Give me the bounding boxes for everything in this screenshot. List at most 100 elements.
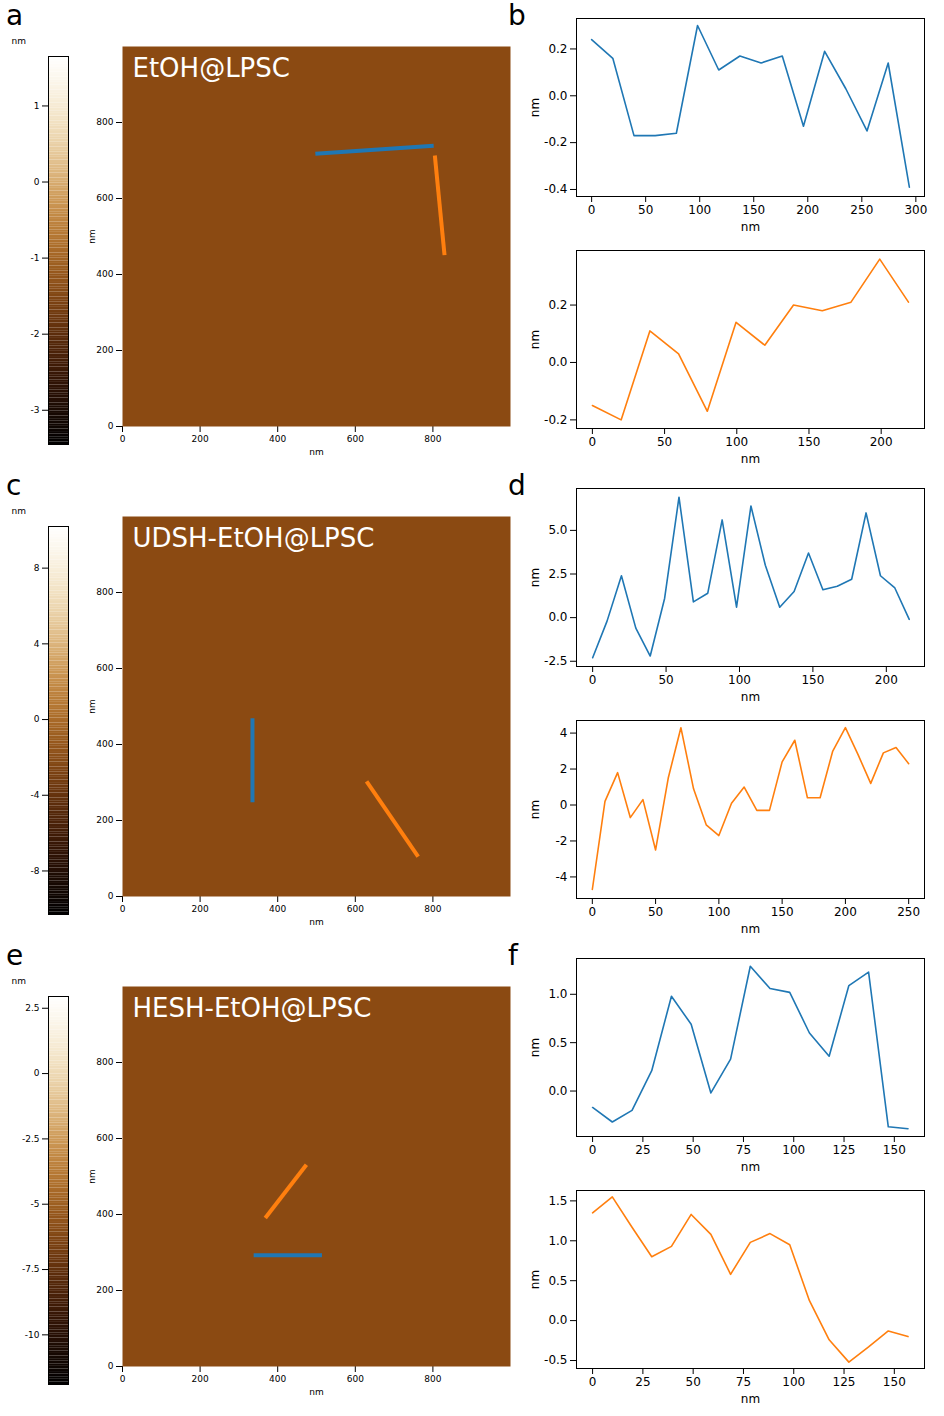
svg-text:100: 100 bbox=[688, 203, 711, 217]
svg-text:200: 200 bbox=[875, 673, 898, 687]
svg-text:-3: -3 bbox=[31, 405, 40, 415]
svg-text:250: 250 bbox=[850, 203, 873, 217]
svg-text:150: 150 bbox=[801, 673, 824, 687]
svg-text:-4: -4 bbox=[556, 870, 568, 884]
svg-text:200: 200 bbox=[796, 203, 819, 217]
svg-text:nm: nm bbox=[87, 699, 97, 713]
svg-text:800: 800 bbox=[424, 904, 441, 914]
svg-text:400: 400 bbox=[269, 434, 286, 444]
svg-text:-0.4: -0.4 bbox=[544, 182, 567, 196]
svg-text:200: 200 bbox=[96, 345, 113, 355]
svg-text:800: 800 bbox=[96, 587, 113, 597]
svg-text:150: 150 bbox=[771, 905, 794, 919]
svg-text:0: 0 bbox=[108, 421, 114, 431]
svg-text:nm: nm bbox=[528, 98, 542, 117]
svg-text:200: 200 bbox=[834, 905, 857, 919]
svg-text:nm: nm bbox=[741, 452, 760, 466]
svg-text:0: 0 bbox=[560, 798, 568, 812]
svg-text:-2: -2 bbox=[31, 329, 40, 339]
svg-text:600: 600 bbox=[96, 1133, 113, 1143]
svg-text:nm: nm bbox=[309, 1387, 323, 1397]
svg-text:50: 50 bbox=[686, 1375, 701, 1389]
svg-text:nm: nm bbox=[12, 506, 26, 516]
svg-text:75: 75 bbox=[736, 1143, 751, 1157]
svg-text:-4: -4 bbox=[31, 790, 40, 800]
svg-text:nm: nm bbox=[741, 1392, 760, 1406]
svg-text:nm: nm bbox=[528, 568, 542, 587]
svg-text:0: 0 bbox=[589, 435, 597, 449]
svg-text:150: 150 bbox=[883, 1375, 906, 1389]
svg-text:0.5: 0.5 bbox=[548, 1274, 567, 1288]
svg-text:125: 125 bbox=[833, 1375, 856, 1389]
svg-text:0: 0 bbox=[108, 891, 114, 901]
svg-text:nm: nm bbox=[528, 1270, 542, 1289]
svg-text:nm: nm bbox=[741, 690, 760, 704]
svg-text:nm: nm bbox=[309, 917, 323, 927]
svg-text:0.2: 0.2 bbox=[548, 42, 567, 56]
svg-text:400: 400 bbox=[269, 904, 286, 914]
svg-text:800: 800 bbox=[424, 1374, 441, 1384]
svg-text:5.0: 5.0 bbox=[548, 523, 567, 537]
svg-text:-0.2: -0.2 bbox=[544, 413, 567, 427]
svg-text:4: 4 bbox=[34, 639, 40, 649]
svg-text:250: 250 bbox=[897, 905, 920, 919]
svg-text:100: 100 bbox=[728, 673, 751, 687]
svg-text:0: 0 bbox=[120, 1374, 126, 1384]
svg-text:8: 8 bbox=[34, 563, 40, 573]
svg-text:25: 25 bbox=[635, 1143, 650, 1157]
svg-text:150: 150 bbox=[883, 1143, 906, 1157]
svg-text:400: 400 bbox=[96, 1209, 113, 1219]
svg-text:50: 50 bbox=[686, 1143, 701, 1157]
svg-text:-2.5: -2.5 bbox=[22, 1134, 40, 1144]
svg-text:0: 0 bbox=[120, 434, 126, 444]
svg-text:nm: nm bbox=[528, 800, 542, 819]
svg-text:200: 200 bbox=[192, 434, 209, 444]
svg-text:0: 0 bbox=[588, 905, 596, 919]
svg-text:0: 0 bbox=[589, 1375, 597, 1389]
svg-text:-7.5: -7.5 bbox=[22, 1264, 40, 1274]
svg-text:1: 1 bbox=[34, 101, 40, 111]
svg-text:100: 100 bbox=[782, 1143, 805, 1157]
svg-text:75: 75 bbox=[736, 1375, 751, 1389]
svg-text:600: 600 bbox=[347, 904, 364, 914]
svg-text:nm: nm bbox=[528, 330, 542, 349]
svg-text:200: 200 bbox=[870, 435, 893, 449]
svg-text:100: 100 bbox=[782, 1375, 805, 1389]
svg-text:4: 4 bbox=[560, 726, 568, 740]
svg-text:800: 800 bbox=[424, 434, 441, 444]
svg-text:300: 300 bbox=[904, 203, 927, 217]
svg-text:nm: nm bbox=[12, 976, 26, 986]
svg-text:200: 200 bbox=[192, 1374, 209, 1384]
svg-text:100: 100 bbox=[725, 435, 748, 449]
svg-text:nm: nm bbox=[741, 220, 760, 234]
svg-text:-0.5: -0.5 bbox=[544, 1353, 567, 1367]
svg-text:-10: -10 bbox=[25, 1330, 40, 1340]
svg-text:400: 400 bbox=[96, 739, 113, 749]
svg-text:-2: -2 bbox=[556, 834, 568, 848]
svg-text:200: 200 bbox=[96, 1285, 113, 1295]
svg-text:1.0: 1.0 bbox=[548, 1234, 567, 1248]
svg-text:100: 100 bbox=[707, 905, 730, 919]
svg-text:0.0: 0.0 bbox=[548, 355, 567, 369]
svg-text:150: 150 bbox=[798, 435, 821, 449]
svg-text:-5: -5 bbox=[31, 1199, 40, 1209]
svg-text:50: 50 bbox=[648, 905, 663, 919]
svg-text:0: 0 bbox=[589, 673, 597, 687]
svg-text:nm: nm bbox=[12, 36, 26, 46]
svg-text:nm: nm bbox=[309, 447, 323, 457]
svg-text:0: 0 bbox=[34, 177, 40, 187]
svg-text:0.2: 0.2 bbox=[548, 298, 567, 312]
svg-text:nm: nm bbox=[741, 922, 760, 936]
svg-text:50: 50 bbox=[657, 435, 672, 449]
svg-text:50: 50 bbox=[658, 673, 673, 687]
svg-text:150: 150 bbox=[742, 203, 765, 217]
svg-text:50: 50 bbox=[638, 203, 653, 217]
svg-text:800: 800 bbox=[96, 117, 113, 127]
svg-text:600: 600 bbox=[96, 663, 113, 673]
svg-text:EtOH@LPSC: EtOH@LPSC bbox=[133, 53, 290, 83]
svg-text:-1: -1 bbox=[31, 253, 40, 263]
svg-text:-0.2: -0.2 bbox=[544, 135, 567, 149]
svg-text:0: 0 bbox=[34, 714, 40, 724]
svg-text:-8: -8 bbox=[31, 866, 40, 876]
svg-text:2: 2 bbox=[560, 762, 568, 776]
